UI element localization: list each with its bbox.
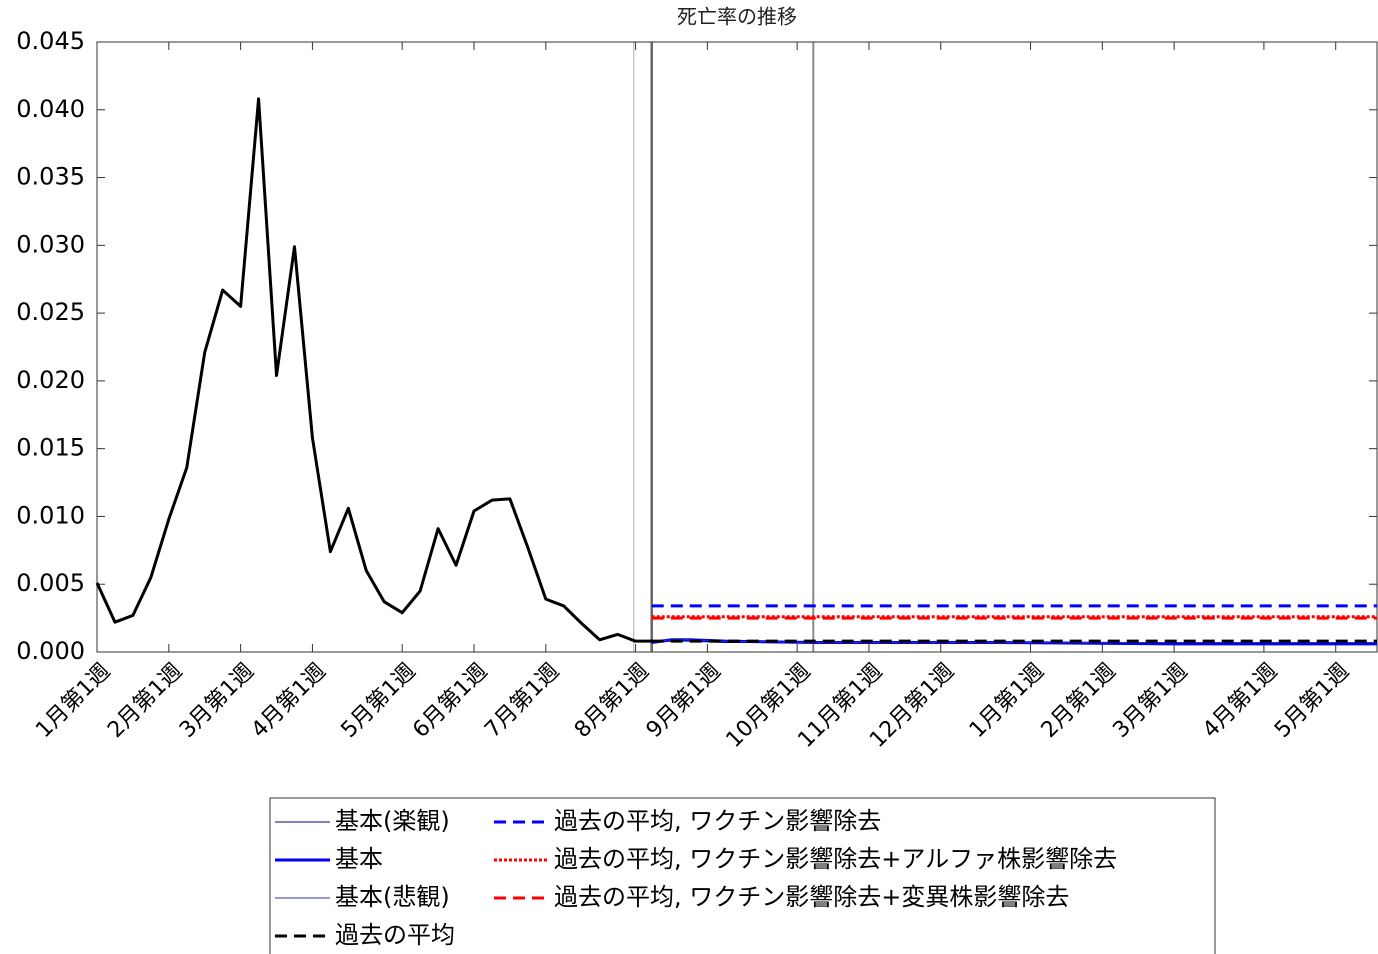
x-tick-label: 6月第1週 <box>408 659 492 743</box>
legend-label: 過去の平均 <box>335 921 455 949</box>
x-tick-label: 4月第1週 <box>247 659 331 743</box>
x-tick-label: 4月第1週 <box>1198 659 1282 743</box>
x-tick-label: 3月第1週 <box>175 659 259 743</box>
y-tick-label: 0.010 <box>16 501 85 529</box>
y-tick-label: 0.035 <box>16 163 85 191</box>
legend-box <box>269 797 1216 954</box>
legend-label: 基本 <box>335 845 383 873</box>
x-tick-label: 7月第1週 <box>480 659 564 743</box>
y-tick-label: 0.045 <box>16 27 85 55</box>
x-tick-label: 1月第1週 <box>965 659 1049 743</box>
x-tick-label: 3月第1週 <box>1108 659 1192 743</box>
y-tick-label: 0.005 <box>16 569 85 597</box>
legend-label: 過去の平均, ワクチン影響除去 <box>554 807 881 835</box>
actual-line <box>95 97 654 643</box>
y-tick-label: 0.000 <box>16 637 85 665</box>
chart-title: 死亡率の推移 <box>677 5 797 29</box>
x-tick-label: 2月第1週 <box>103 659 187 743</box>
y-tick-label: 0.040 <box>16 95 85 123</box>
x-tick-label: 5月第1週 <box>1270 659 1354 743</box>
legend-label: 基本(楽観) <box>335 807 450 835</box>
legend-label: 基本(悲観) <box>335 883 450 911</box>
legend-label: 過去の平均, ワクチン影響除去+変異株影響除去 <box>554 883 1069 911</box>
x-tick-label: 2月第1週 <box>1037 659 1121 743</box>
y-tick-label: 0.020 <box>16 366 85 394</box>
y-tick-label: 0.015 <box>16 434 85 462</box>
x-tick-label: 5月第1週 <box>337 659 421 743</box>
x-tick-label: 8月第1週 <box>570 659 654 743</box>
x-tick-label: 1月第1週 <box>31 659 115 743</box>
y-tick-label: 0.025 <box>16 298 85 326</box>
x-tick-label: 9月第1週 <box>642 659 726 743</box>
legend-label: 過去の平均, ワクチン影響除去+アルファ株影響除去 <box>554 845 1117 873</box>
y-tick-label: 0.030 <box>16 230 85 258</box>
plot-frame <box>96 41 1378 653</box>
